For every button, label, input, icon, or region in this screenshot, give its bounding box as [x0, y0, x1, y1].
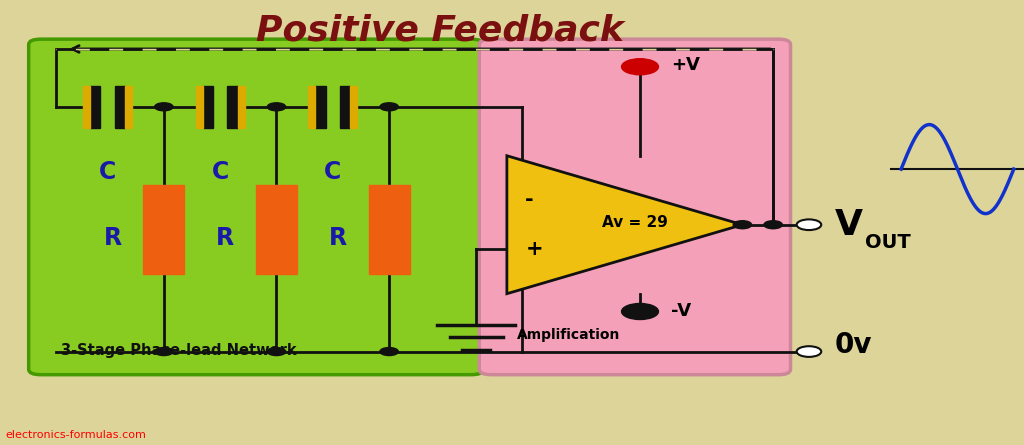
Circle shape [797, 219, 821, 230]
Text: V: V [835, 208, 862, 242]
Text: C: C [325, 160, 341, 184]
Circle shape [733, 221, 752, 229]
Circle shape [155, 348, 173, 356]
Text: 3-Stage Phase-lead Network: 3-Stage Phase-lead Network [61, 343, 297, 358]
Text: Av = 29: Av = 29 [602, 215, 668, 230]
Text: OUT: OUT [865, 233, 911, 251]
Circle shape [155, 103, 173, 111]
Circle shape [764, 221, 782, 229]
Text: R: R [216, 226, 234, 250]
Polygon shape [507, 156, 742, 294]
Bar [256, 185, 297, 274]
Text: Amplification: Amplification [517, 328, 621, 342]
FancyBboxPatch shape [29, 39, 483, 375]
Text: electronics-formulas.com: electronics-formulas.com [5, 430, 146, 440]
Bar [83, 86, 90, 128]
Circle shape [622, 59, 658, 75]
Bar [196, 86, 203, 128]
Text: R: R [103, 226, 122, 250]
Bar [227, 86, 238, 128]
Text: -V: -V [671, 303, 691, 320]
Text: 0v: 0v [835, 331, 872, 359]
Text: R: R [329, 226, 347, 250]
Bar [369, 185, 410, 274]
Bar [340, 86, 350, 128]
Text: -: - [525, 190, 534, 210]
Bar [308, 86, 315, 128]
FancyBboxPatch shape [479, 39, 791, 375]
Text: +V: +V [671, 56, 699, 73]
Bar [115, 86, 125, 128]
Bar [125, 86, 132, 128]
Text: C: C [212, 160, 228, 184]
Circle shape [380, 103, 398, 111]
Bar [143, 185, 184, 274]
Bar [90, 86, 100, 128]
Bar [203, 86, 213, 128]
Circle shape [267, 348, 286, 356]
Bar [315, 86, 326, 128]
Text: C: C [99, 160, 116, 184]
Text: Positive Feedback: Positive Feedback [256, 13, 625, 47]
Circle shape [267, 103, 286, 111]
Text: +: + [525, 239, 543, 259]
Circle shape [622, 303, 658, 320]
Bar [350, 86, 357, 128]
Bar [238, 86, 245, 128]
Circle shape [380, 348, 398, 356]
Circle shape [797, 346, 821, 357]
